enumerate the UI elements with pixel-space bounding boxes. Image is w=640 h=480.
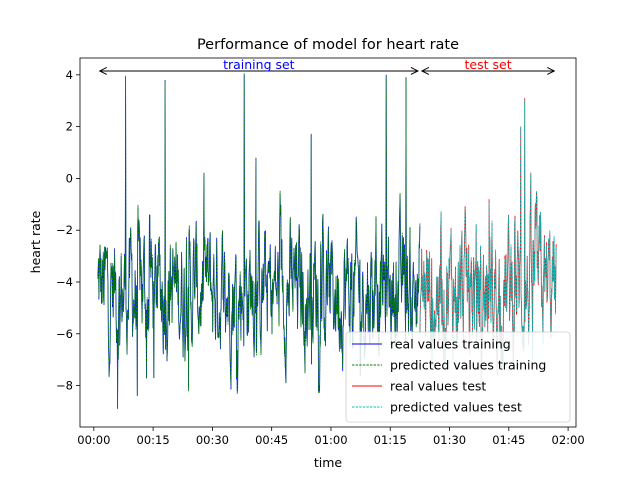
x-tick-label: 00:30 bbox=[196, 433, 229, 447]
axes-frame bbox=[79, 57, 577, 428]
x-tick-label: 01:45 bbox=[492, 433, 525, 447]
y-tick-label: 2 bbox=[66, 120, 73, 134]
x-tick-label: 01:15 bbox=[374, 433, 407, 447]
legend-label: predicted values training bbox=[390, 358, 546, 373]
x-axis-label: time bbox=[314, 455, 343, 470]
series-line-predicted-test bbox=[419, 100, 557, 389]
axes: 00:00 00:15 00:30 00:45 01:00 01:15 01:30 01:45… bbox=[56, 57, 585, 447]
y-tick-label: 0 bbox=[66, 171, 73, 185]
y-tick-label: −8 bbox=[56, 379, 73, 393]
legend-label: real values test bbox=[390, 379, 486, 394]
legend-box bbox=[345, 331, 571, 423]
annotation-label: training set bbox=[223, 57, 295, 72]
chart-title: Performance of model for heart rate bbox=[197, 37, 459, 53]
x-tick-label: 02:00 bbox=[552, 433, 585, 447]
arrow-head-right bbox=[410, 67, 420, 75]
series-line-predicted-training bbox=[97, 73, 421, 407]
legend-label: real values training bbox=[390, 337, 511, 352]
legend-label: predicted values test bbox=[390, 400, 522, 415]
y-axis-label: heart rate bbox=[28, 210, 43, 273]
x-tick-label: 00:15 bbox=[137, 433, 170, 447]
plot-area bbox=[97, 73, 557, 409]
y-tick-label: −4 bbox=[56, 275, 73, 289]
y-tick-label: −2 bbox=[56, 223, 73, 237]
arrow-head-right bbox=[547, 67, 556, 75]
y-tick-label: −6 bbox=[56, 327, 73, 341]
x-tick-label: 00:00 bbox=[77, 433, 110, 447]
x-tick-label: 01:00 bbox=[314, 433, 347, 447]
x-tick-label: 00:45 bbox=[255, 433, 288, 447]
annotation-label: test set bbox=[465, 57, 512, 72]
arrow-head-left bbox=[98, 67, 107, 75]
legend: real values training predicted values tra… bbox=[345, 331, 571, 423]
x-tick-label: 01:30 bbox=[433, 433, 466, 447]
y-tick-label: 4 bbox=[66, 68, 73, 82]
arrow-head-left bbox=[420, 67, 430, 75]
annotations: training set test set bbox=[98, 57, 556, 75]
